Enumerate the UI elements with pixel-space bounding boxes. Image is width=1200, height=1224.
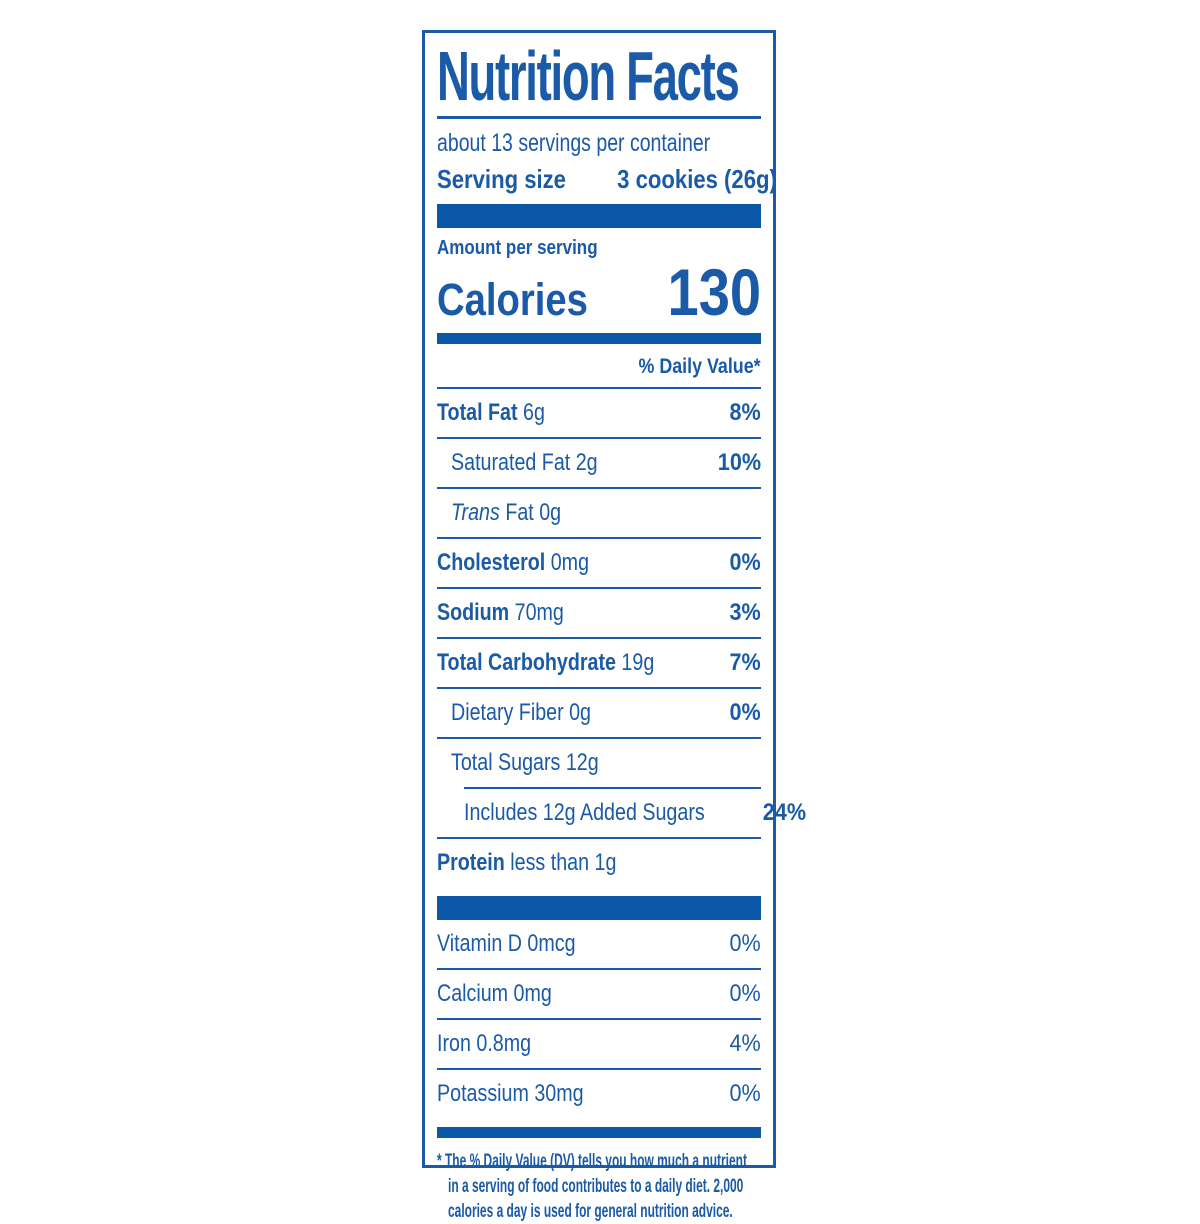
nutrient-label: Total Sugars 12g [451,749,599,777]
vitamin-label: Iron 0.8mg [437,1029,532,1057]
amount-per-serving: Amount per serving [437,237,761,260]
nutrient-label-part: 0mg [545,548,590,576]
section-bar-medium [437,1126,761,1138]
nutrient-label-part: less than 1g [504,848,617,876]
nutrient-label: Trans Fat 0g [451,499,561,527]
vitamin-rows: Vitamin D 0mcg 0% Calcium 0mg 0% Iron 0.8mg 4… [437,920,761,1118]
daily-value-percent: 7% [729,648,761,676]
nutrient-label-part: Trans [451,498,500,526]
nutrition-facts-title: Nutrition Facts [437,41,761,111]
vitamin-daily-value-percent: 0% [729,929,761,957]
calories-value: 130 [667,255,761,329]
nutrient-rows: Total Fat 6g 8% Saturated Fat 2g 10% Trans F… [437,389,806,887]
nutrient-label-part: 70mg [509,598,564,626]
calories-label-wrap: Calories [437,274,615,326]
nutrient-label-part: 19g [615,648,655,676]
nutrient-row: Includes 12g Added Sugars 24% [437,789,806,839]
calories-row: Calories 130 [437,255,761,329]
nutrient-row: Trans Fat 0g [437,489,761,539]
nutrient-label: Cholesterol 0mg [437,549,589,577]
footnote-line: in a serving of food contributes to a da… [437,1174,761,1199]
indented-separator [464,786,761,789]
nutrient-label-part: Saturated Fat 2g [451,448,598,476]
servings-text: about 13 servings per container [437,129,711,157]
section-bar-thick [437,204,761,228]
nutrient-row: Protein less than 1g [437,839,761,887]
vitamin-label: Calcium 0mg [437,979,552,1007]
nutrient-label-part: Fat 0g [499,498,562,526]
calories-label: Calories [437,274,588,326]
vitamin-label: Vitamin D 0mcg [437,929,576,957]
nutrient-row: Total Carbohydrate 19g 7% [437,639,761,689]
serving-size-label: Serving size [437,164,566,194]
nutrient-label-part: Dietary Fiber 0g [451,698,592,726]
daily-value-percent: 0% [729,548,761,576]
footnote-text: in a serving of food contributes to a da… [448,1175,744,1197]
section-bar-medium [437,332,761,344]
serving-size-value: 3 cookies (26g) [616,164,777,194]
daily-value-header-text: % Daily Value* [638,354,761,378]
nutrient-row: Saturated Fat 2g 10% [437,439,761,489]
daily-value-footnote: * The % Daily Value (DV) tells you how m… [437,1138,761,1224]
nutrient-row: Dietary Fiber 0g 0% [437,689,761,739]
nutrient-label-part: Sodium [437,598,510,626]
nutrient-label: Sodium 70mg [437,599,564,627]
vitamin-daily-value-percent: 0% [729,979,761,1007]
amount-per-serving-text: Amount per serving [437,237,598,259]
daily-value-percent: 10% [717,448,761,476]
daily-value-percent: 0% [729,698,761,726]
serving-size-row: Serving size 3 cookies (26g) [437,164,777,195]
vitamin-row: Iron 0.8mg 4% [437,1020,761,1070]
nutrient-label-part: Total Fat [437,398,518,426]
vitamin-row: Vitamin D 0mcg 0% [437,920,761,970]
nutrient-label: Dietary Fiber 0g [451,699,591,727]
nutrient-label: Total Carbohydrate 19g [437,649,654,677]
daily-value-percent: 8% [729,398,761,426]
nutrient-row: Total Sugars 12g [437,739,761,787]
nutrient-label: Protein less than 1g [437,849,616,877]
calories-value-wrap: 130 [651,255,761,329]
nutrient-label: Saturated Fat 2g [451,449,598,477]
nutrient-label: Total Fat 6g [437,399,545,427]
vitamin-daily-value-percent: 0% [729,1079,761,1107]
vitamin-daily-value-percent: 4% [729,1029,761,1057]
vitamin-row: Potassium 30mg 0% [437,1070,761,1118]
nutrient-label: Includes 12g Added Sugars [464,799,705,827]
footnote-line: calories a day is used for general nutri… [437,1199,761,1224]
nutrient-label-part: Total Carbohydrate [437,648,616,676]
nutrient-row: Cholesterol 0mg 0% [437,539,761,589]
daily-value-percent: 3% [729,598,761,626]
nutrient-row: Total Fat 6g 8% [437,389,761,439]
nutrient-label-part: 6g [517,398,545,426]
title-underline [437,116,761,119]
nutrient-label-part: Includes 12g Added Sugars [464,798,705,826]
nutrition-facts-panel: Nutrition Facts about 13 servings per co… [422,30,806,1222]
nutrient-label-part: Total Sugars 12g [451,748,599,776]
title-text: Nutrition Facts [437,37,740,115]
daily-value-percent: 24% [762,798,806,826]
nutrient-row: Sodium 70mg 3% [437,589,761,639]
vitamin-label: Potassium 30mg [437,1079,584,1107]
footnote-text: * The % Daily Value (DV) tells you how m… [437,1150,747,1172]
section-bar-thick [437,895,761,920]
footnote-text: calories a day is used for general nutri… [448,1200,733,1222]
vitamin-row: Calcium 0mg 0% [437,970,761,1020]
daily-value-header: % Daily Value* [437,344,761,389]
servings-per-container: about 13 servings per container [437,129,761,158]
footnote-line: * The % Daily Value (DV) tells you how m… [437,1149,761,1174]
nutrient-label-part: Cholesterol [437,548,546,576]
nutrient-label-part: Protein [437,848,505,876]
